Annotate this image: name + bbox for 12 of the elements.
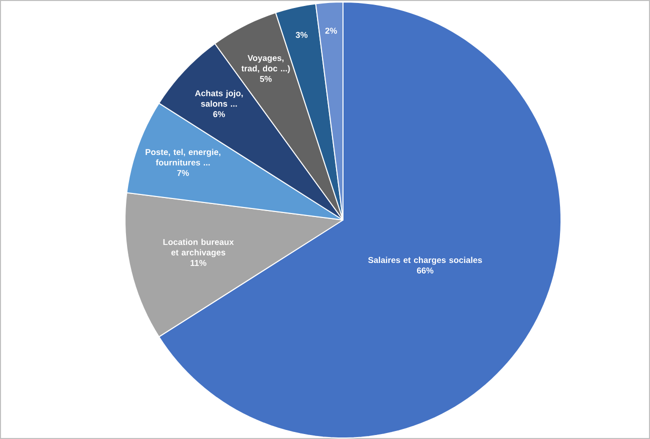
data-label: 66% bbox=[416, 268, 434, 274]
data-label: 11% bbox=[190, 260, 206, 266]
slice-label: Poste, tel, energie, fournitures ... bbox=[146, 148, 220, 166]
data-label: 5% bbox=[260, 76, 272, 82]
slice-label: Achats jojo, salons ... bbox=[195, 90, 243, 107]
data-label: 2% bbox=[325, 28, 337, 34]
data-label: 3% bbox=[296, 32, 308, 38]
data-label: 7% bbox=[177, 170, 189, 176]
slice-label: Location bureaux et archivages bbox=[163, 238, 234, 258]
slice-label: Voyages, trad, doc ...) bbox=[241, 55, 290, 74]
slice-label: Salaires et charges sociales bbox=[368, 256, 482, 265]
data-label: 6% bbox=[213, 111, 225, 118]
